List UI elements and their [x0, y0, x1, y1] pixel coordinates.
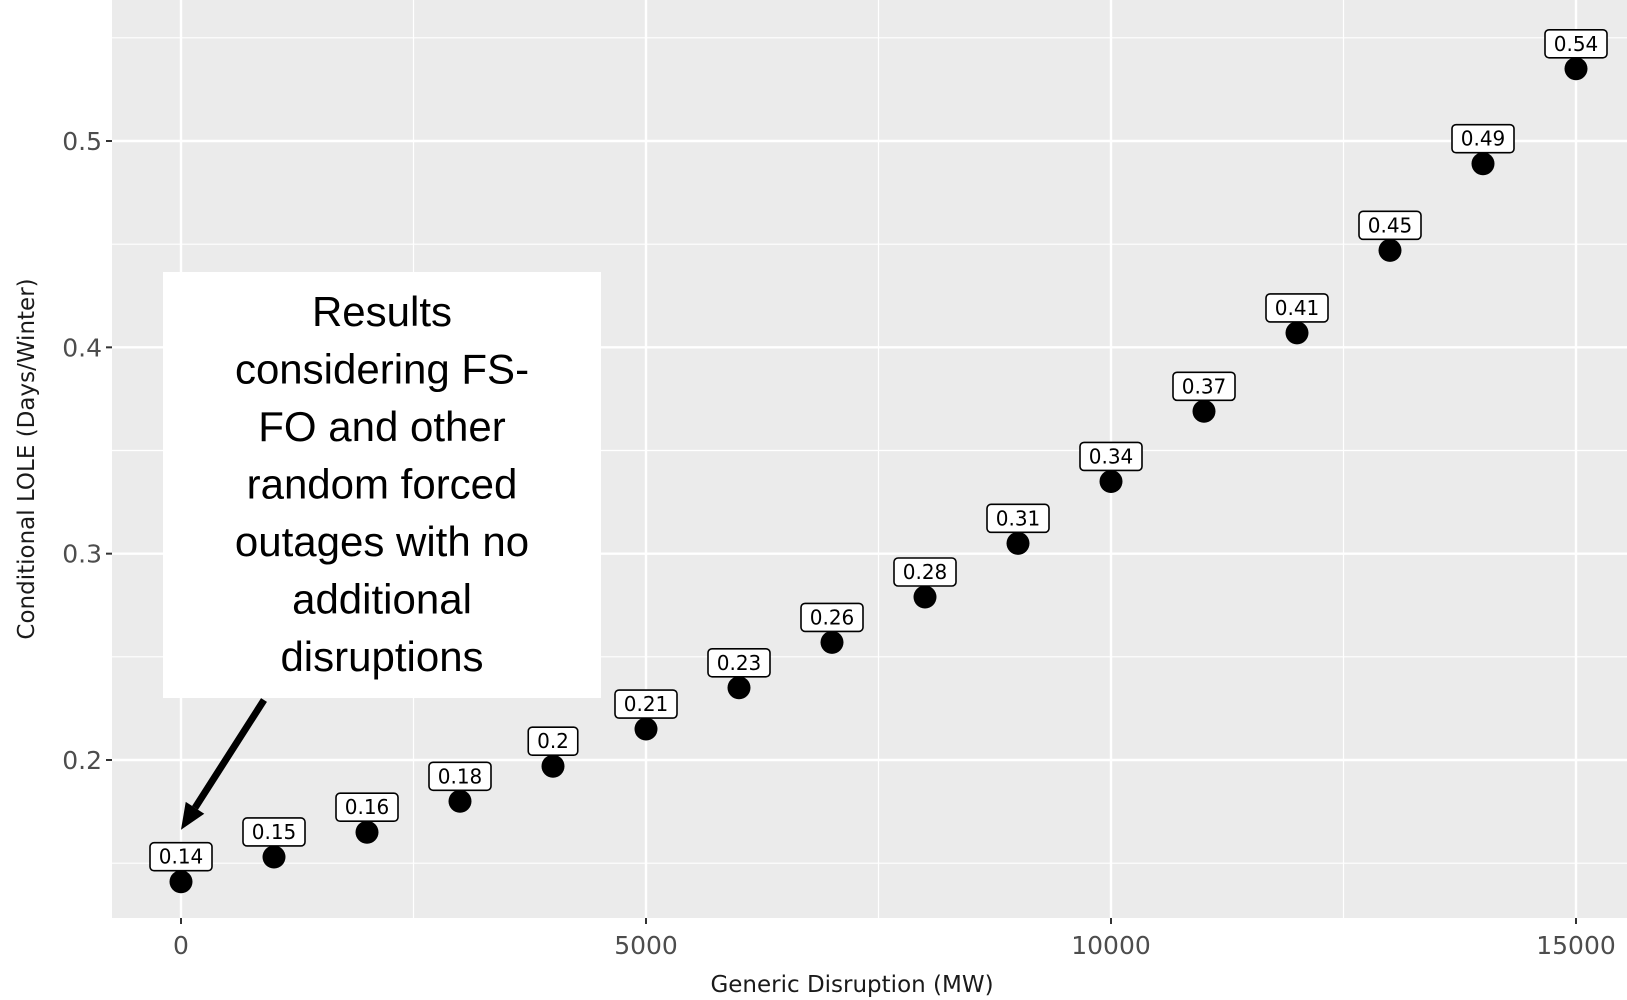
x-axis-title: Generic Disruption (MW) [710, 972, 993, 998]
data-label-box [1265, 293, 1329, 323]
data-label-text: 0.28 [903, 560, 948, 584]
annotation-line: disruptions [280, 633, 483, 680]
annotation-line: FO and other [258, 403, 505, 450]
data-label-text: 0.15 [252, 820, 297, 844]
y-tick-label: 0.2 [62, 746, 102, 775]
data-label-text: 0.31 [996, 506, 1041, 530]
arrow-shaft [192, 698, 267, 810]
arrow-head [181, 801, 205, 830]
data-label: 0.21 [614, 689, 678, 719]
data-label: 0.34 [1079, 441, 1143, 472]
data-labels: 0.14 0.15 0.16 0.18 0.2 0.21 0.23 0.26 0.28 0.31 0… [149, 28, 1608, 872]
data-label-text: 0.18 [438, 764, 483, 788]
data-label-box [428, 761, 492, 792]
data-label-box [1544, 28, 1608, 59]
data-label: 0.31 [986, 503, 1050, 534]
annotation-line: random forced [247, 461, 518, 508]
data-point [1471, 152, 1495, 176]
data-label: 0.37 [1172, 371, 1236, 402]
data-label-box [335, 792, 399, 823]
data-label-box [1079, 441, 1143, 472]
data-label: 0.16 [335, 792, 399, 823]
data-label-text: 0.2 [537, 729, 569, 753]
y-tick-label: 0.4 [62, 333, 102, 362]
data-label: 0.54 [1544, 28, 1608, 59]
data-point [169, 870, 193, 894]
data-point [1285, 321, 1309, 345]
annotation-arrow [181, 698, 267, 830]
data-label-text: 0.21 [624, 692, 669, 716]
y-axis: 0.2 0.3 0.4 0.5 [62, 127, 112, 775]
annotation-text: Results considering FS- FO and other random… [235, 288, 529, 680]
data-label-text: 0.37 [1182, 374, 1227, 398]
data-label: 0.18 [428, 761, 492, 792]
data-point [541, 754, 565, 778]
data-point [820, 630, 844, 654]
data-point [1006, 531, 1030, 555]
data-label-box [893, 557, 957, 587]
data-label-box [242, 817, 306, 847]
data-point [727, 676, 751, 700]
data-label: 0.49 [1451, 123, 1515, 154]
annotation-line: Results [312, 288, 452, 335]
data-label: 0.45 [1358, 210, 1422, 241]
data-label-box [1358, 210, 1422, 241]
annotation: Results considering FS- FO and other random… [163, 272, 601, 830]
data-label: 0.41 [1265, 293, 1329, 323]
annotation-line: additional [292, 576, 472, 623]
data-label: 0.26 [800, 602, 864, 633]
annotation-box [163, 272, 601, 698]
data-label-box [1172, 371, 1236, 402]
data-label-text: 0.49 [1461, 127, 1506, 151]
data-label: 0.15 [242, 817, 306, 847]
data-label-text: 0.34 [1089, 444, 1134, 468]
data-point [634, 717, 658, 741]
data-label: 0.2 [527, 726, 579, 756]
data-label-box [707, 647, 771, 678]
data-label-text: 0.16 [345, 795, 390, 819]
y-tick-label: 0.5 [62, 127, 102, 156]
data-label-box [986, 503, 1050, 534]
data-label: 0.14 [149, 841, 213, 872]
data-point [1564, 57, 1588, 81]
data-label-box [800, 602, 864, 633]
data-label: 0.28 [893, 557, 957, 587]
data-label-text: 0.41 [1275, 296, 1320, 320]
annotation-line: outages with no [235, 518, 529, 565]
data-label-text: 0.14 [159, 845, 204, 869]
data-label-text: 0.26 [810, 605, 855, 629]
x-tick-label: 0 [173, 931, 189, 960]
x-tick-label: 15000 [1536, 931, 1616, 960]
data-point [262, 845, 286, 869]
annotation-line: considering FS- [235, 346, 529, 393]
data-label-box [614, 689, 678, 719]
x-tick-label: 5000 [614, 931, 678, 960]
data-label-text: 0.54 [1554, 32, 1599, 56]
x-axis: 0 5000 10000 15000 [173, 918, 1616, 960]
x-tick-label: 10000 [1071, 931, 1151, 960]
data-label-box [149, 841, 213, 872]
data-label-text: 0.45 [1368, 213, 1413, 237]
data-point [1378, 238, 1402, 262]
y-axis-title: Conditional LOLE (Days/Winter) [14, 278, 40, 639]
data-points [169, 57, 1588, 894]
data-point [1192, 399, 1216, 423]
data-point [913, 585, 937, 609]
data-label: 0.23 [707, 647, 771, 678]
data-point [1099, 469, 1123, 493]
data-label-box [1451, 123, 1515, 154]
data-label-box [527, 726, 579, 756]
data-point [355, 820, 379, 844]
y-tick-label: 0.3 [62, 540, 102, 569]
data-point [448, 789, 472, 813]
data-label-text: 0.23 [717, 651, 762, 675]
